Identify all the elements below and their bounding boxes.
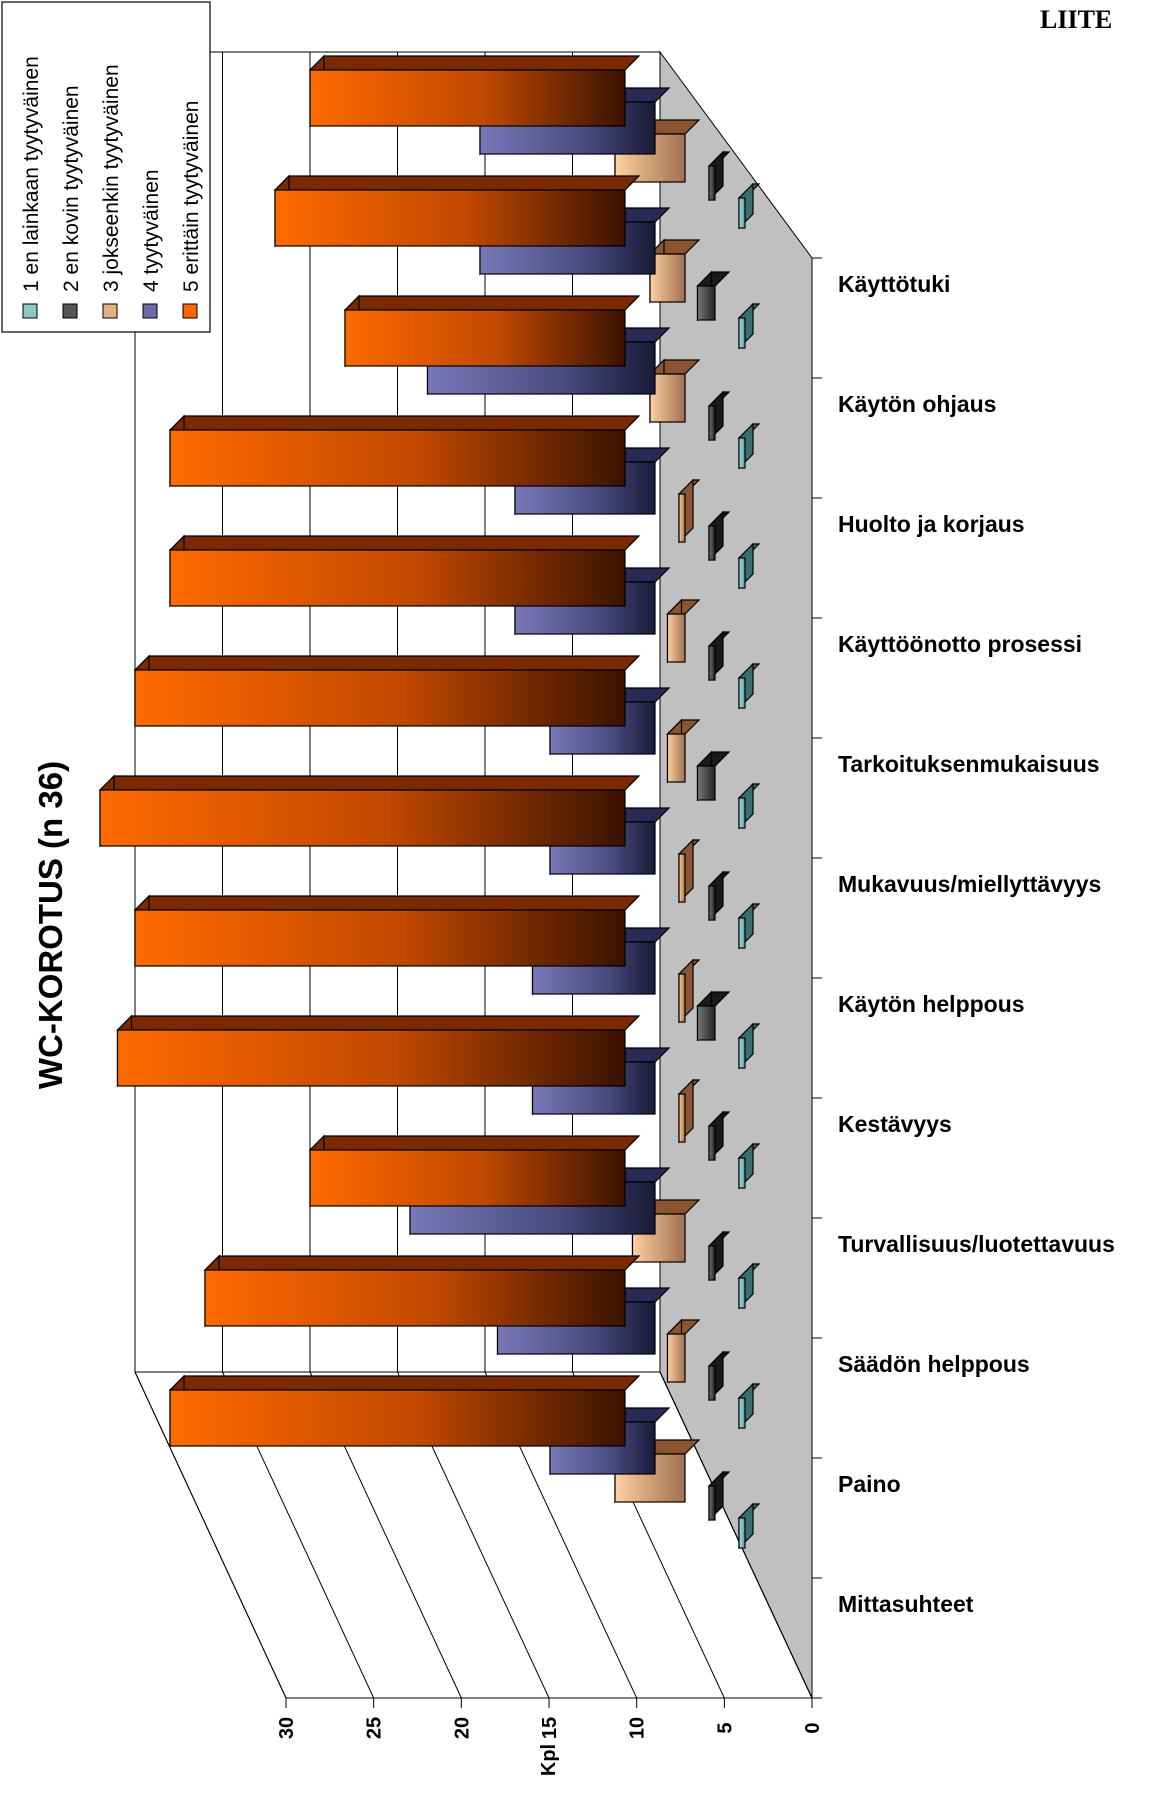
bars xyxy=(98,54,761,1550)
category-label: Huolto ja korjaus xyxy=(838,511,1025,537)
bar xyxy=(737,182,761,230)
bar xyxy=(737,782,761,830)
bar xyxy=(737,1502,761,1550)
bar xyxy=(666,598,701,664)
bar xyxy=(696,270,731,322)
value-tick-label: 30 xyxy=(276,1717,298,1739)
legend-box xyxy=(1,1,211,333)
tick-labels: 0 5 10 15 20 25 30 xyxy=(276,1717,824,1739)
legend-label: 1 en lainkaan tyytyväinen xyxy=(20,56,43,292)
bar xyxy=(707,1110,731,1162)
bar xyxy=(308,1134,641,1208)
legend-swatch xyxy=(142,303,158,319)
bar xyxy=(273,174,641,248)
category-label: Paino xyxy=(838,1471,901,1497)
category-label: Säädön helppous xyxy=(838,1351,1030,1377)
bar xyxy=(737,662,761,710)
bar xyxy=(308,54,641,128)
chart-title: WC-KOROTUS (n 36) xyxy=(32,761,69,1089)
bar xyxy=(648,238,701,304)
bar xyxy=(98,774,641,848)
y-axis-label: Kpl xyxy=(538,1744,560,1776)
legend-swatch xyxy=(22,303,38,319)
bar xyxy=(707,1230,731,1282)
bar xyxy=(707,630,731,682)
bar xyxy=(648,358,701,424)
category-label: Tarkoituksenmukaisuus xyxy=(838,751,1100,777)
bar xyxy=(707,390,731,442)
gridline-floor xyxy=(134,1371,287,1699)
category-label: Mukavuus/miellyttävyys xyxy=(838,871,1101,897)
bar xyxy=(666,1318,701,1384)
bar xyxy=(677,1078,701,1144)
bar xyxy=(737,1022,761,1070)
category-label: Mittasuhteet xyxy=(838,1591,974,1617)
value-tick-label: 20 xyxy=(451,1717,473,1739)
category-label: Käytön helppous xyxy=(838,991,1025,1017)
bar xyxy=(677,478,701,544)
bar xyxy=(677,838,701,904)
category-label: Kestävyys xyxy=(838,1111,952,1137)
value-tick-label: 25 xyxy=(364,1717,386,1739)
bar xyxy=(696,990,731,1042)
bar xyxy=(707,150,731,202)
category-label: Turvallisuus/luotettavuus xyxy=(838,1231,1115,1257)
bar xyxy=(737,1382,761,1430)
bar xyxy=(737,542,761,590)
corner-label: LIITE xyxy=(1040,5,1112,34)
bar xyxy=(116,1014,641,1088)
legend-label: 5 erittäin tyytyväinen xyxy=(180,101,203,292)
bar xyxy=(203,1254,641,1328)
category-label: Käyttötuki xyxy=(838,271,950,297)
legend-label: 3 jokseenkin tyytyväinen xyxy=(100,64,123,292)
gridline-floor xyxy=(659,1371,813,1699)
legend-label: 4 tyytyväinen xyxy=(140,169,163,292)
value-tick-label: 5 xyxy=(714,1722,736,1733)
bar xyxy=(707,870,731,922)
bar xyxy=(707,1470,731,1522)
bar xyxy=(707,1350,731,1402)
bar xyxy=(737,302,761,350)
bar xyxy=(168,534,641,608)
bar xyxy=(168,414,641,488)
value-tick-label: 10 xyxy=(627,1717,649,1739)
bar xyxy=(168,1374,641,1448)
category-label: Käyttöönotto prosessi xyxy=(838,631,1082,657)
bar xyxy=(737,1262,761,1310)
bar xyxy=(666,718,701,784)
category-label: Käytön ohjaus xyxy=(838,391,996,417)
value-tick-label: 15 xyxy=(539,1717,561,1739)
bar xyxy=(737,422,761,470)
legend-swatch xyxy=(102,303,118,319)
bar xyxy=(737,902,761,950)
bar xyxy=(696,750,731,802)
category-labels: Käyttötuki Käytön ohjaus Huolto ja korjaus… xyxy=(838,271,1115,1617)
bar xyxy=(133,654,641,728)
legend: 1 en lainkaan tyytyväinen 2 en kovin tyyt… xyxy=(1,1,211,333)
legend-label: 2 en kovin tyytyväinen xyxy=(60,85,83,292)
value-tick-label: 0 xyxy=(802,1722,824,1733)
bar xyxy=(737,1142,761,1190)
bar xyxy=(133,894,641,968)
bar xyxy=(677,958,701,1024)
bar xyxy=(343,294,641,368)
legend-swatch xyxy=(62,303,78,319)
bar xyxy=(707,510,731,562)
legend-swatch xyxy=(182,303,198,319)
